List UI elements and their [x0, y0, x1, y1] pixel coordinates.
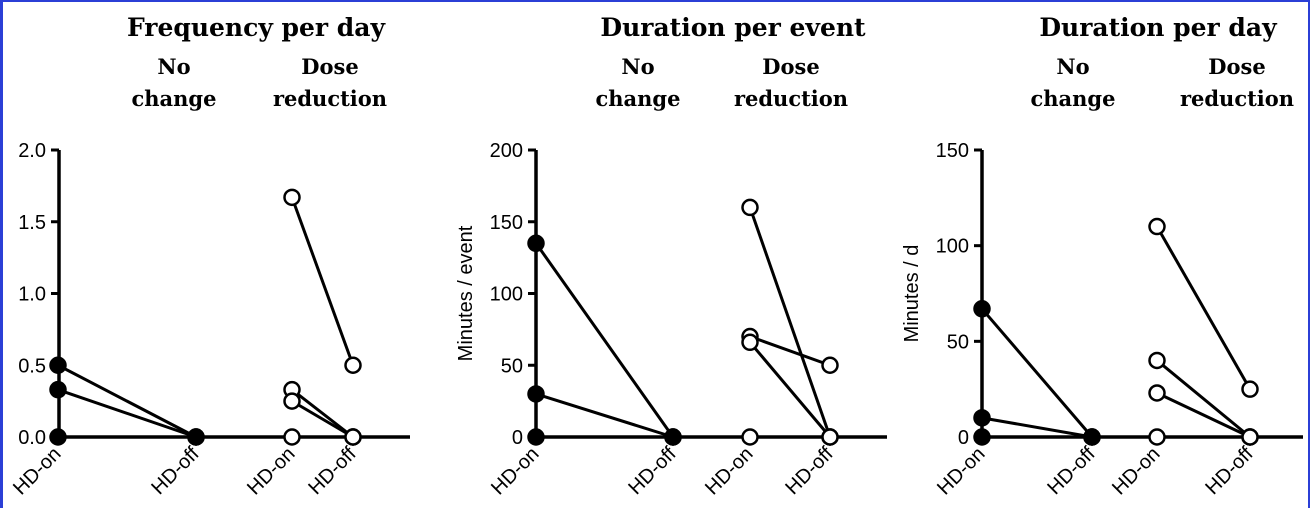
open-point	[741, 198, 759, 217]
group-label-line2: reduction	[734, 86, 848, 111]
x-category-label: HD-on	[9, 443, 65, 499]
filled-point	[973, 300, 991, 318]
filled-point	[664, 428, 682, 446]
filled-point	[49, 428, 67, 446]
group-label-line2: change	[596, 86, 681, 111]
group-label-line2: change	[1031, 86, 1116, 111]
group-label-line1: Dose	[301, 54, 358, 79]
x-category-label: HD-off	[1043, 443, 1099, 499]
connector-line	[1156, 359, 1251, 439]
connector-line	[1155, 225, 1252, 390]
x-category-label: HD-on	[487, 443, 543, 499]
y-axis-label: Minutes / d	[901, 245, 923, 343]
y-tick-label: 150	[936, 140, 969, 162]
panel-title: Duration per event	[600, 13, 866, 42]
y-tick-label: 1.5	[18, 212, 46, 234]
group-label-line1: Dose	[762, 54, 819, 79]
panel-title: Duration per day	[1039, 13, 1278, 42]
x-category-label: HD-off	[304, 443, 360, 499]
group-label-line2: change	[132, 86, 217, 111]
y-tick-label: 2.0	[18, 140, 46, 162]
connector-line	[57, 388, 197, 439]
filled-point	[49, 380, 67, 399]
y-tick-label: 50	[501, 355, 523, 377]
filled-point	[49, 356, 67, 374]
connector-line	[748, 341, 832, 438]
filled-point	[527, 428, 545, 446]
x-category-label: HD-on	[701, 443, 757, 499]
filled-point	[187, 428, 205, 446]
y-tick-label: 1.0	[18, 284, 46, 306]
open-point	[283, 428, 301, 446]
open-point	[1148, 351, 1166, 370]
y-tick-label: 0	[958, 427, 969, 449]
connector-line	[535, 392, 674, 439]
x-category-label: HD-off	[781, 443, 837, 499]
open-point	[1148, 217, 1166, 236]
group-label-line2: reduction	[1180, 86, 1294, 111]
open-point	[1148, 384, 1166, 402]
open-point	[821, 356, 839, 374]
filled-point	[973, 409, 991, 427]
y-tick-label: 100	[936, 236, 969, 258]
open-point	[344, 428, 362, 446]
connector-line	[748, 206, 832, 438]
connector-line	[981, 416, 1093, 439]
open-point	[821, 428, 839, 446]
connector-line	[1156, 391, 1251, 439]
x-category-label: HD-on	[243, 443, 299, 499]
x-category-label: HD-on	[1108, 443, 1164, 499]
group-label-line1: No	[1056, 54, 1089, 79]
connector-line	[980, 307, 1094, 438]
connector-line	[291, 388, 354, 439]
y-tick-label: 0	[512, 427, 523, 449]
y-tick-label: 200	[490, 140, 523, 162]
connector-line	[290, 196, 355, 366]
group-label-line1: Dose	[1208, 54, 1265, 79]
y-tick-label: 150	[490, 212, 523, 234]
y-tick-label: 100	[490, 284, 523, 306]
connector-line	[57, 363, 197, 439]
open-point	[1148, 428, 1166, 446]
open-point	[344, 356, 362, 374]
open-point	[1241, 428, 1259, 446]
x-category-label: HD-off	[147, 443, 203, 499]
x-category-label: HD-off	[624, 443, 680, 499]
filled-point	[527, 234, 545, 253]
panel-title: Frequency per day	[127, 13, 387, 42]
group-label-line1: No	[157, 54, 190, 79]
filled-point	[527, 385, 545, 403]
connector-line	[749, 335, 831, 367]
x-category-label: HD-off	[1201, 443, 1257, 499]
open-point	[741, 333, 759, 352]
y-tick-label: 0.0	[18, 427, 46, 449]
y-tick-label: 0.5	[18, 355, 46, 377]
open-point	[1241, 380, 1259, 398]
y-tick-label: 50	[947, 331, 969, 353]
open-point	[741, 428, 759, 446]
filled-point	[1083, 428, 1101, 446]
open-point	[283, 392, 301, 410]
connector-line	[534, 242, 675, 438]
x-category-label: HD-on	[933, 443, 989, 499]
connector-line	[291, 399, 354, 439]
filled-point	[973, 428, 991, 446]
group-label-line1: No	[621, 54, 654, 79]
open-point	[283, 188, 301, 207]
y-axis-label: Minutes / event	[455, 225, 477, 361]
group-label-line2: reduction	[273, 86, 387, 111]
